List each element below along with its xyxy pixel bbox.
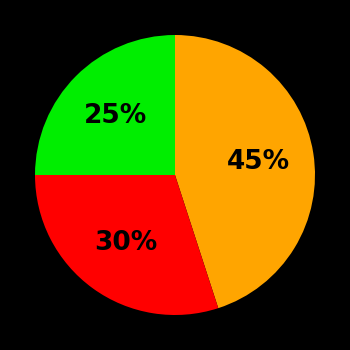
Text: 25%: 25% xyxy=(84,103,147,128)
Wedge shape xyxy=(175,35,315,308)
Text: 30%: 30% xyxy=(94,230,157,256)
Wedge shape xyxy=(35,175,218,315)
Text: 45%: 45% xyxy=(226,149,289,175)
Wedge shape xyxy=(35,35,175,175)
